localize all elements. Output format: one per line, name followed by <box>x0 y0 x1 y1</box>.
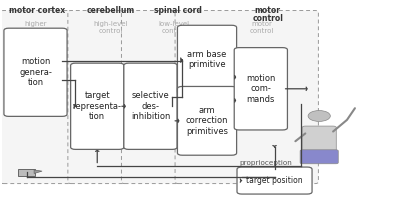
FancyBboxPatch shape <box>68 10 126 184</box>
FancyBboxPatch shape <box>4 28 67 116</box>
Text: target
representa-
tion: target representa- tion <box>73 91 122 121</box>
FancyBboxPatch shape <box>178 86 237 155</box>
FancyBboxPatch shape <box>178 25 237 94</box>
FancyBboxPatch shape <box>234 48 288 130</box>
Text: proprioception: proprioception <box>239 160 292 165</box>
Text: high-level
control: high-level control <box>94 21 128 34</box>
Text: cerebellum: cerebellum <box>87 6 135 15</box>
Polygon shape <box>34 170 42 174</box>
Text: motor cortex: motor cortex <box>9 6 65 15</box>
Text: control: control <box>252 14 283 23</box>
Text: motion
genera-
tion: motion genera- tion <box>19 57 52 87</box>
FancyBboxPatch shape <box>71 63 124 149</box>
Text: arm
correction
primitives: arm correction primitives <box>186 106 228 136</box>
Text: motor: motor <box>254 6 280 15</box>
Text: arm base
primitive: arm base primitive <box>187 50 227 69</box>
Text: higher
brain areas: higher brain areas <box>16 21 55 34</box>
Text: target position: target position <box>246 176 303 185</box>
FancyBboxPatch shape <box>124 63 177 149</box>
FancyBboxPatch shape <box>18 169 35 176</box>
Text: low-level
control: low-level control <box>159 21 190 34</box>
FancyBboxPatch shape <box>300 150 338 164</box>
FancyBboxPatch shape <box>237 167 312 194</box>
FancyBboxPatch shape <box>0 10 72 184</box>
FancyBboxPatch shape <box>302 126 336 152</box>
FancyBboxPatch shape <box>175 10 318 184</box>
Text: spinal cord: spinal cord <box>154 6 202 15</box>
FancyBboxPatch shape <box>122 10 180 184</box>
Text: motion
com-
mands: motion com- mands <box>246 74 276 104</box>
Circle shape <box>308 111 330 121</box>
Text: selective
des-
inhibition: selective des- inhibition <box>131 91 170 121</box>
Text: motor
control: motor control <box>250 21 274 34</box>
